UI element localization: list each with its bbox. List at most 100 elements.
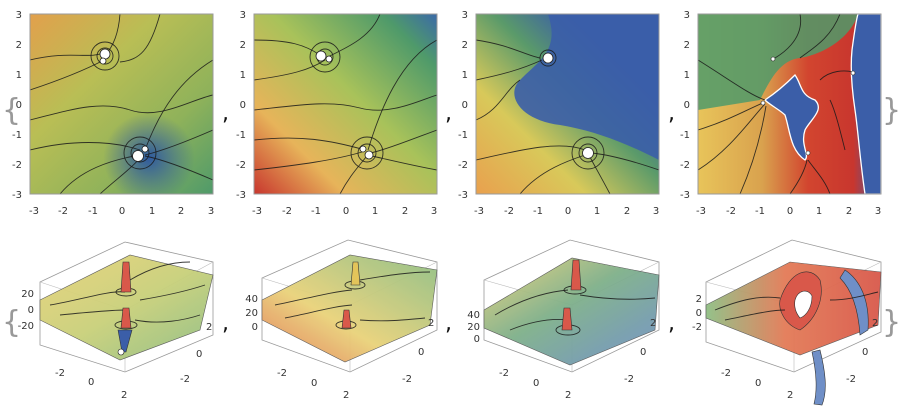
- singular-point: [850, 70, 856, 76]
- contour-line: [30, 142, 141, 151]
- y-tick-label: 3: [684, 10, 690, 21]
- y-tick-label: 2: [462, 40, 468, 51]
- y-tick-label: -3: [680, 190, 690, 201]
- box-edge: [705, 239, 882, 373]
- y-tick-label: 0: [462, 100, 468, 111]
- contour-line: [59, 154, 141, 194]
- x-tick-label: 0: [343, 206, 349, 217]
- x-tick-label: -1: [88, 206, 98, 217]
- x-tick-label: 2: [121, 390, 127, 401]
- contour-line: [476, 79, 521, 121]
- x-tick-label: 2: [565, 390, 571, 401]
- contour-ring: [96, 47, 114, 65]
- x-tick-label: 3: [431, 206, 437, 217]
- surface-plot-1: 20 0 -20 -2 0 2 2 0 -2: [18, 241, 214, 401]
- x-tick-label: -1: [311, 206, 321, 217]
- contour-line: [327, 14, 381, 58]
- y-tick-label: 0: [240, 100, 246, 111]
- density-field-overlay: [30, 14, 213, 194]
- z-tick-label: 0: [474, 334, 480, 345]
- x-tick-label: 2: [402, 206, 408, 217]
- z-tick-label: -2: [692, 322, 702, 333]
- x-tick-labels: -3 -2 -1 0 1 2 3: [29, 206, 214, 217]
- surface-spike: [561, 307, 573, 331]
- surface-contour: [59, 309, 126, 316]
- contour-line: [774, 14, 802, 59]
- contour-line: [698, 103, 766, 171]
- x-tick-label: 1: [149, 206, 155, 217]
- contour-line: [119, 14, 161, 63]
- surface-contour: [134, 314, 201, 323]
- x-tick-labels: -3 -2 -1 0 1 2 3: [696, 206, 881, 217]
- contour-line: [698, 59, 766, 101]
- y-tick-labels: 3 2 1 0 -1 -2 -3: [458, 10, 468, 201]
- surface-plot-2: 40 20 0 -2 0 2 2 0 -2: [245, 239, 438, 401]
- y-tick-labels: 3 2 1 0 -1 -2 -3: [12, 10, 22, 201]
- surface-contour: [714, 296, 781, 311]
- x-tick-labels: -2 0 2: [499, 368, 571, 401]
- surface-spike: [341, 309, 352, 329]
- y-tick-labels: 2 0 -2: [402, 318, 434, 385]
- plot-frame: [475, 13, 660, 195]
- x-tick-label: -1: [533, 206, 543, 217]
- x-tick-labels: -2 0 2: [721, 368, 793, 401]
- contour-line: [476, 59, 543, 81]
- x-tick-labels: -3 -2 -1 0 1 2 3: [252, 206, 437, 217]
- contour-line: [254, 39, 321, 56]
- contour-line: [789, 159, 808, 194]
- singular-point: [132, 150, 144, 162]
- singular-point: [364, 150, 374, 160]
- y-tick-label: -2: [624, 374, 634, 385]
- y-tick-label: 2: [650, 318, 656, 329]
- surface-spike: [120, 261, 132, 293]
- contour-line: [807, 159, 831, 194]
- x-tick-label: 3: [208, 206, 214, 217]
- contour-line: [371, 155, 437, 171]
- y-tick-label: -2: [402, 374, 412, 385]
- x-tick-label: -3: [29, 206, 39, 217]
- contour-line: [30, 59, 105, 91]
- z-tick-labels: 40 20 0: [467, 310, 480, 345]
- contour-line: [254, 137, 366, 151]
- x-tick-labels: -3 -2 -1 0 1 2 3: [474, 206, 659, 217]
- x-tick-label: 2: [178, 206, 184, 217]
- x-tick-label: -2: [499, 368, 509, 379]
- y-tick-label: 0: [640, 347, 646, 358]
- blue-cross-region: [763, 73, 819, 161]
- x-tick-label: -2: [504, 206, 514, 217]
- x-tick-label: 2: [787, 390, 793, 401]
- singular-point: [582, 147, 594, 159]
- contour-ring: [578, 143, 598, 163]
- y-tick-label: -3: [458, 190, 468, 201]
- surface-contour: [284, 304, 353, 319]
- x-tick-label: -3: [474, 206, 484, 217]
- y-tick-label: 2: [240, 40, 246, 51]
- surface: [483, 257, 660, 366]
- blue-right-region: [850, 14, 881, 194]
- y-tick-labels: 2 0 -2: [624, 318, 656, 385]
- x-tick-label: 0: [88, 377, 94, 388]
- contour-ring: [539, 49, 557, 67]
- y-tick-label: -2: [458, 160, 468, 171]
- z-tick-label: 0: [28, 305, 34, 316]
- contour-line: [819, 70, 854, 81]
- y-tick-label: 1: [240, 70, 246, 81]
- x-tick-label: 3: [653, 206, 659, 217]
- contour-line: [369, 129, 437, 154]
- surface: [39, 254, 214, 361]
- contour-line: [254, 59, 326, 81]
- y-tick-label: 1: [462, 70, 468, 81]
- contour-ring: [130, 143, 150, 163]
- y-tick-label: 3: [462, 10, 468, 21]
- singular-point: [315, 50, 327, 62]
- y-tick-label: 2: [872, 318, 878, 329]
- surface-contour: [49, 291, 126, 306]
- y-tick-label: -2: [680, 160, 690, 171]
- singular-point: [99, 48, 111, 60]
- contour-line: [698, 101, 766, 131]
- contour-line: [339, 156, 367, 194]
- x-tick-label: -2: [277, 368, 287, 379]
- contour-line: [589, 156, 611, 194]
- x-tick-label: 2: [343, 390, 349, 401]
